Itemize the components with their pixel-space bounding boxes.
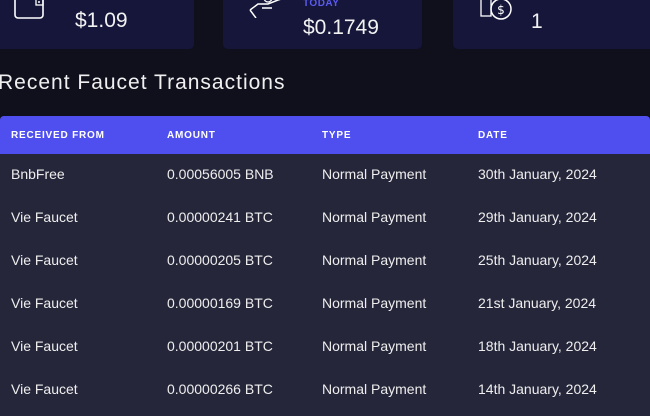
table-row: Vie Faucet 0.00000201 BTC Normal Payment 18… <box>0 326 650 369</box>
cell-date: 25th January, 2024 <box>478 252 597 268</box>
cell-date: 30th January, 2024 <box>478 166 597 182</box>
cell-date: 21st January, 2024 <box>478 295 597 311</box>
cell-type: Normal Payment <box>322 381 427 397</box>
balance-card: $1.09 <box>0 0 194 49</box>
cell-amount: 0.00000266 BTC <box>167 381 273 397</box>
coins-stack-icon: $ <box>480 0 512 20</box>
cell-source: Vie Faucet <box>11 381 78 397</box>
wallet-icon <box>14 0 44 19</box>
balance-value: $1.09 <box>75 9 128 32</box>
cell-source: Vie Faucet <box>11 295 78 311</box>
header-amount: AMOUNT <box>167 129 216 141</box>
svg-text:$: $ <box>497 3 505 17</box>
cell-amount: 0.00000169 BTC <box>167 295 273 311</box>
cell-type: Normal Payment <box>322 295 427 311</box>
cell-source: Vie Faucet <box>11 338 78 354</box>
cell-source: Vie Faucet <box>11 252 78 268</box>
cell-date: 29th January, 2024 <box>478 209 597 225</box>
cell-type: Normal Payment <box>322 166 427 182</box>
today-earnings-card: TODAY $0.1749 <box>223 0 422 49</box>
header-date: DATE <box>478 129 508 141</box>
today-label: TODAY <box>303 0 340 9</box>
cell-amount: 0.00000201 BTC <box>167 338 273 354</box>
cell-type: Normal Payment <box>322 338 427 354</box>
table-row: Vie Faucet 0.00000266 BTC Normal Payment 14… <box>0 369 650 412</box>
transactions-table: RECEIVED FROM AMOUNT TYPE DATE BnbFree 0.… <box>0 116 650 416</box>
today-value: $0.1749 <box>303 16 379 39</box>
count-value: 1 <box>531 10 543 33</box>
cell-type: Normal Payment <box>322 209 427 225</box>
section-title: Recent Faucet Transactions <box>0 71 286 94</box>
cell-amount: 0.00000205 BTC <box>167 252 273 268</box>
cell-amount: 0.00000241 BTC <box>167 209 273 225</box>
cell-type: Normal Payment <box>322 252 427 268</box>
cell-source: Vie Faucet <box>11 209 78 225</box>
hand-coin-icon <box>249 0 281 18</box>
table-row: BnbFree 0.00056005 BNB Normal Payment 30th … <box>0 154 650 197</box>
header-received-from: RECEIVED FROM <box>11 129 105 141</box>
table-header: RECEIVED FROM AMOUNT TYPE DATE <box>0 116 650 154</box>
cell-date: 18th January, 2024 <box>478 338 597 354</box>
header-type: TYPE <box>322 129 352 141</box>
cell-source: BnbFree <box>11 166 65 182</box>
table-row: Vie Faucet 0.00000169 BTC Normal Payment 21… <box>0 283 650 326</box>
table-row: Vie Faucet 0.00000205 BTC Normal Payment 25… <box>0 240 650 283</box>
table-row: Vie Faucet 0.00000241 BTC Normal Payment 29… <box>0 197 650 240</box>
cell-date: 14th January, 2024 <box>478 381 597 397</box>
cell-amount: 0.00056005 BNB <box>167 166 274 182</box>
transactions-count-card: $ 1 <box>453 0 650 49</box>
